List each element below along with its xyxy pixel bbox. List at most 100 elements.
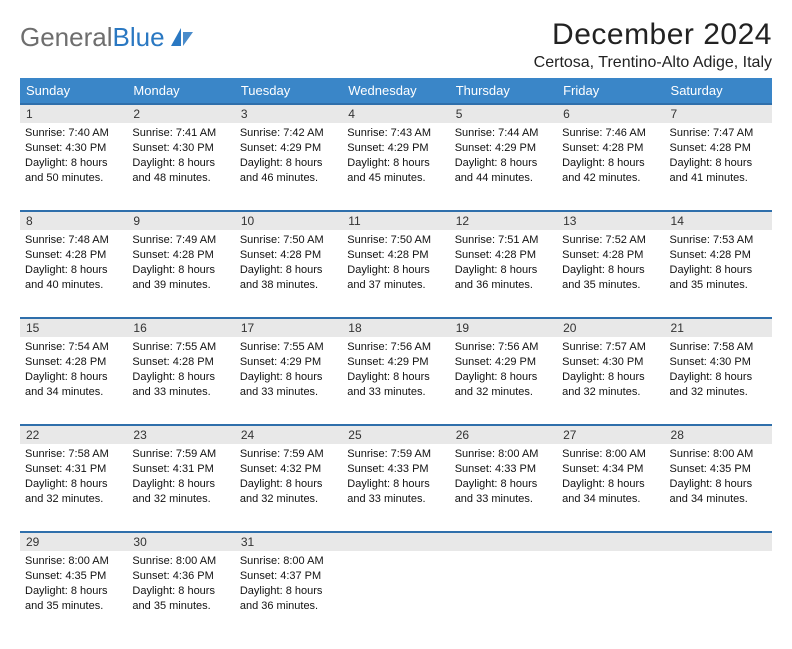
sunset-line: Sunset: 4:37 PM [240,569,337,584]
day-number-cell: 25 [342,425,449,444]
day-content-row: Sunrise: 7:54 AMSunset: 4:28 PMDaylight:… [20,337,772,425]
day-cell: Sunrise: 7:43 AMSunset: 4:29 PMDaylight:… [342,123,449,211]
sunset-line: Sunset: 4:30 PM [132,141,229,156]
logo: GeneralBlue [20,18,195,50]
day-cell: Sunrise: 7:59 AMSunset: 4:33 PMDaylight:… [342,444,449,532]
daylight-line: Daylight: 8 hours and 42 minutes. [562,156,659,186]
day-content-row: Sunrise: 7:58 AMSunset: 4:31 PMDaylight:… [20,444,772,532]
day-number-cell: 24 [235,425,342,444]
sunset-line: Sunset: 4:28 PM [25,355,122,370]
day-number-cell: 18 [342,318,449,337]
day-number-cell: 14 [665,211,772,230]
sunrise-line: Sunrise: 8:00 AM [562,447,659,462]
day-cell: Sunrise: 8:00 AMSunset: 4:35 PMDaylight:… [665,444,772,532]
daylight-line: Daylight: 8 hours and 33 minutes. [240,370,337,400]
sunset-line: Sunset: 4:33 PM [455,462,552,477]
day-cell-body: Sunrise: 7:51 AMSunset: 4:28 PMDaylight:… [450,230,557,298]
sunset-line: Sunset: 4:28 PM [670,141,767,156]
day-cell-body: Sunrise: 7:50 AMSunset: 4:28 PMDaylight:… [342,230,449,298]
day-number-cell: 28 [665,425,772,444]
sunrise-line: Sunrise: 7:41 AM [132,126,229,141]
sunset-line: Sunset: 4:29 PM [347,141,444,156]
day-cell-body: Sunrise: 7:58 AMSunset: 4:31 PMDaylight:… [20,444,127,512]
daylight-line: Daylight: 8 hours and 33 minutes. [347,370,444,400]
sunrise-line: Sunrise: 7:59 AM [240,447,337,462]
sunrise-line: Sunrise: 7:40 AM [25,126,122,141]
day-cell: Sunrise: 7:48 AMSunset: 4:28 PMDaylight:… [20,230,127,318]
day-cell: Sunrise: 7:47 AMSunset: 4:28 PMDaylight:… [665,123,772,211]
sunrise-line: Sunrise: 8:00 AM [25,554,122,569]
day-cell-body: Sunrise: 7:46 AMSunset: 4:28 PMDaylight:… [557,123,664,191]
weekday-header: Friday [557,78,664,104]
sunset-line: Sunset: 4:28 PM [25,248,122,263]
day-cell: Sunrise: 7:52 AMSunset: 4:28 PMDaylight:… [557,230,664,318]
sunset-line: Sunset: 4:28 PM [240,248,337,263]
daylight-line: Daylight: 8 hours and 33 minutes. [132,370,229,400]
daylight-line: Daylight: 8 hours and 38 minutes. [240,263,337,293]
sunrise-line: Sunrise: 7:55 AM [240,340,337,355]
day-cell-body: Sunrise: 8:00 AMSunset: 4:36 PMDaylight:… [127,551,234,619]
day-number-row: 1234567 [20,104,772,123]
daylight-line: Daylight: 8 hours and 32 minutes. [455,370,552,400]
day-cell: Sunrise: 7:42 AMSunset: 4:29 PMDaylight:… [235,123,342,211]
day-cell-body: Sunrise: 7:56 AMSunset: 4:29 PMDaylight:… [342,337,449,405]
day-cell [665,551,772,639]
day-number-cell: 7 [665,104,772,123]
day-cell-body: Sunrise: 7:55 AMSunset: 4:28 PMDaylight:… [127,337,234,405]
daylight-line: Daylight: 8 hours and 39 minutes. [132,263,229,293]
sunrise-line: Sunrise: 7:42 AM [240,126,337,141]
day-cell-body: Sunrise: 8:00 AMSunset: 4:35 PMDaylight:… [665,444,772,512]
day-content-row: Sunrise: 7:48 AMSunset: 4:28 PMDaylight:… [20,230,772,318]
sunset-line: Sunset: 4:30 PM [670,355,767,370]
day-number-cell: 16 [127,318,234,337]
sunrise-line: Sunrise: 8:00 AM [240,554,337,569]
day-cell-body: Sunrise: 8:00 AMSunset: 4:35 PMDaylight:… [20,551,127,619]
sunset-line: Sunset: 4:28 PM [562,141,659,156]
day-cell: Sunrise: 7:50 AMSunset: 4:28 PMDaylight:… [342,230,449,318]
sunset-line: Sunset: 4:33 PM [347,462,444,477]
daylight-line: Daylight: 8 hours and 34 minutes. [562,477,659,507]
sunset-line: Sunset: 4:35 PM [670,462,767,477]
day-cell-body: Sunrise: 7:58 AMSunset: 4:30 PMDaylight:… [665,337,772,405]
day-number-cell: 17 [235,318,342,337]
sunrise-line: Sunrise: 7:58 AM [670,340,767,355]
day-cell: Sunrise: 8:00 AMSunset: 4:33 PMDaylight:… [450,444,557,532]
day-number-cell: 20 [557,318,664,337]
day-cell [342,551,449,639]
sunset-line: Sunset: 4:28 PM [132,355,229,370]
daylight-line: Daylight: 8 hours and 40 minutes. [25,263,122,293]
sunrise-line: Sunrise: 7:53 AM [670,233,767,248]
day-cell: Sunrise: 8:00 AMSunset: 4:34 PMDaylight:… [557,444,664,532]
sunset-line: Sunset: 4:29 PM [455,141,552,156]
day-cell: Sunrise: 7:40 AMSunset: 4:30 PMDaylight:… [20,123,127,211]
day-number-row: 891011121314 [20,211,772,230]
sunset-line: Sunset: 4:35 PM [25,569,122,584]
header: GeneralBlue December 2024 Certosa, Trent… [20,18,772,72]
sunset-line: Sunset: 4:28 PM [455,248,552,263]
sunrise-line: Sunrise: 7:57 AM [562,340,659,355]
day-cell: Sunrise: 7:41 AMSunset: 4:30 PMDaylight:… [127,123,234,211]
sunrise-line: Sunrise: 7:43 AM [347,126,444,141]
daylight-line: Daylight: 8 hours and 32 minutes. [670,370,767,400]
daylight-line: Daylight: 8 hours and 32 minutes. [562,370,659,400]
day-cell-body: Sunrise: 7:53 AMSunset: 4:28 PMDaylight:… [665,230,772,298]
day-number-cell: 9 [127,211,234,230]
day-number-cell [557,532,664,551]
day-number-cell: 1 [20,104,127,123]
sunset-line: Sunset: 4:31 PM [25,462,122,477]
sunrise-line: Sunrise: 8:00 AM [132,554,229,569]
day-number-cell [665,532,772,551]
day-cell-body: Sunrise: 7:59 AMSunset: 4:33 PMDaylight:… [342,444,449,512]
day-number-cell: 23 [127,425,234,444]
day-cell-body: Sunrise: 7:59 AMSunset: 4:31 PMDaylight:… [127,444,234,512]
day-cell: Sunrise: 7:56 AMSunset: 4:29 PMDaylight:… [342,337,449,425]
sunset-line: Sunset: 4:34 PM [562,462,659,477]
day-number-cell: 21 [665,318,772,337]
day-number-row: 293031 [20,532,772,551]
day-cell-body: Sunrise: 7:48 AMSunset: 4:28 PMDaylight:… [20,230,127,298]
day-number-cell: 26 [450,425,557,444]
day-cell: Sunrise: 7:51 AMSunset: 4:28 PMDaylight:… [450,230,557,318]
day-content-row: Sunrise: 8:00 AMSunset: 4:35 PMDaylight:… [20,551,772,639]
daylight-line: Daylight: 8 hours and 32 minutes. [132,477,229,507]
sunrise-line: Sunrise: 7:52 AM [562,233,659,248]
